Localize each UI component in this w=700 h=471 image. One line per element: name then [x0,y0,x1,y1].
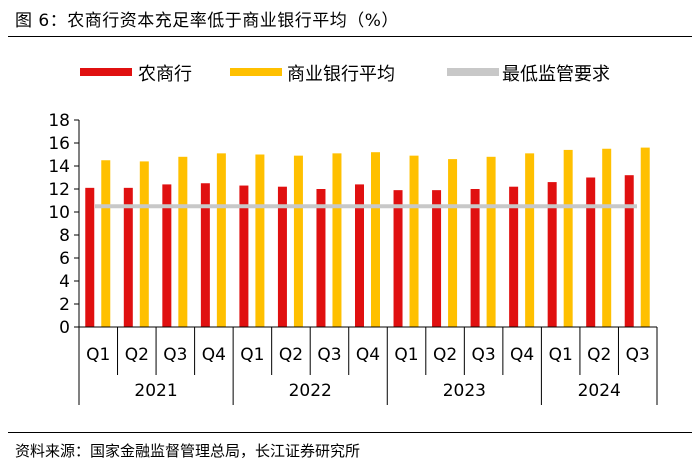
x-tick-label: Q4 [510,345,534,365]
y-tick-label: 4 [59,272,70,292]
bar-rural-bank [586,177,596,327]
x-tick-label: Q3 [471,345,495,365]
bar-rural-bank [624,175,634,327]
bar-rural-bank [547,182,557,327]
y-tick-label: 2 [59,295,70,315]
x-tick-label: Q2 [433,345,457,365]
bar-commercial-avg [640,147,650,327]
x-tick-label: Q3 [317,345,341,365]
bar-commercial-avg [525,153,535,327]
x-tick-label: Q4 [202,345,226,365]
bar-rural-bank [393,190,403,327]
x-tick-label: Q2 [125,345,149,365]
bar-rural-bank [277,186,287,327]
bar-rural-bank [316,189,326,327]
bar-commercial-avg [293,155,303,327]
bar-rural-bank [509,186,519,327]
x-tick-label: Q1 [240,345,264,365]
bar-rural-bank [200,183,210,327]
bar-rural-bank [432,190,442,327]
y-tick-label: 10 [48,203,70,223]
x-tick-label: Q2 [279,345,303,365]
y-tick-label: 0 [59,318,70,338]
x-tick-label: Q1 [549,345,573,365]
x-tick-label: Q3 [163,345,187,365]
y-tick-label: 14 [48,157,70,177]
bar-commercial-avg [448,159,458,327]
title-divider [8,36,692,37]
bar-rural-bank [355,184,364,327]
chart: 农商行 商业银行平均 最低监管要求 0 2 4 6 8 10 12 14 16 18 Q1 Q2 Q3 Q4 Q1… [48,64,658,405]
bar-rural-bank [162,184,172,327]
bar-commercial-avg [216,153,226,327]
bar-commercial-avg [563,149,573,327]
x-tick-label: Q1 [86,345,110,365]
bar-commercial-avg [178,156,188,327]
chart-title: 图 6：农商行资本充足率低于商业银行平均（%） [15,11,399,31]
legend-swatch-2 [447,68,499,76]
year-label: 2023 [443,381,486,401]
source-note: 资料来源：国家金融监督管理总局，长江证券研究所 [15,442,361,460]
x-tick-label: Q3 [626,345,650,365]
year-label: 2024 [578,381,621,401]
bar-commercial-avg [332,153,342,327]
bar-rural-bank [239,185,249,327]
source-divider [8,432,692,433]
y-tick-label: 16 [48,134,70,154]
bar-rural-bank [470,189,480,327]
bar-commercial-avg [602,148,612,327]
bar-commercial-avg [371,152,380,327]
y-tick-label: 12 [48,180,70,200]
bar-rural-bank [123,187,133,327]
legend-swatch-0 [80,68,132,76]
legend-label-1: 商业银行平均 [287,64,395,85]
bar-commercial-avg [139,161,149,327]
x-tick-label: Q4 [356,345,380,365]
x-tick-label: Q2 [587,345,611,365]
bar-commercial-avg [486,156,496,327]
year-label: 2022 [289,381,332,401]
legend-swatch-1 [230,68,282,76]
y-tick-label: 18 [48,111,70,131]
bar-commercial-avg [101,160,111,327]
y-tick-label: 6 [59,249,70,269]
bar-commercial-avg [409,155,419,327]
year-label: 2021 [134,381,177,401]
y-tick-label: 8 [59,226,70,246]
bar-commercial-avg [255,154,265,327]
x-tick-label: Q1 [394,345,418,365]
bar-rural-bank [85,187,95,327]
legend-label-0: 农商行 [138,64,192,85]
legend-label-2: 最低监管要求 [502,64,610,85]
